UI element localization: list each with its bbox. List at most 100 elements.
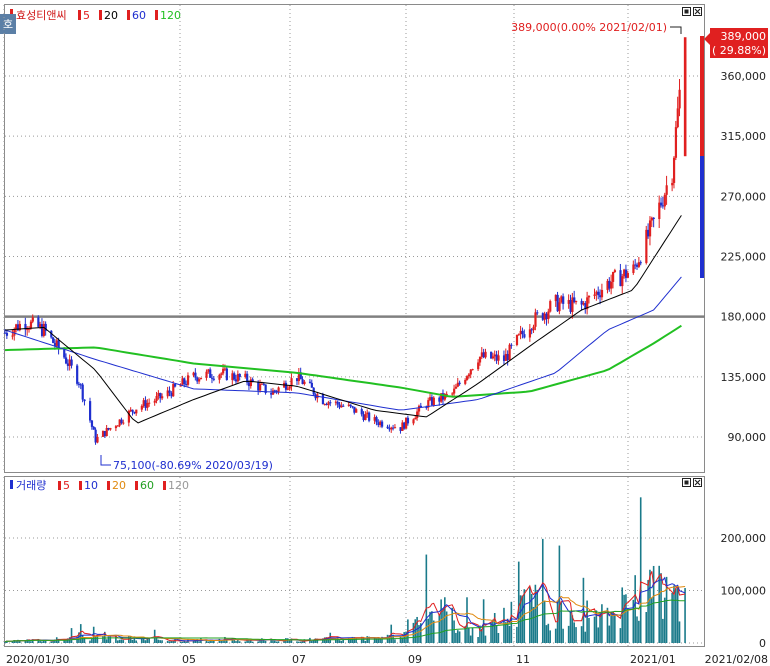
volume-bar <box>636 616 638 643</box>
volume-ma-10-line <box>4 576 686 643</box>
candle-body <box>81 384 84 400</box>
candle-body <box>652 217 655 220</box>
candle-body <box>44 323 47 331</box>
volume-bar <box>379 638 381 643</box>
volume-bar <box>399 636 402 643</box>
candle-body <box>284 382 288 390</box>
candle-body <box>96 436 99 443</box>
side-tab-label: 호 <box>3 18 13 31</box>
candle-body <box>639 262 642 264</box>
candle-body <box>619 270 622 287</box>
candle-body <box>64 357 68 364</box>
volume-bar <box>506 618 509 643</box>
candle-body <box>432 397 435 406</box>
volume-bar <box>394 639 396 643</box>
volume-bar <box>364 640 367 643</box>
candle-body <box>286 388 289 390</box>
volume-bar <box>662 618 664 643</box>
volume-bar <box>580 626 583 643</box>
volume-bar <box>516 626 518 643</box>
candle-body <box>66 363 70 366</box>
candle-body <box>665 185 668 195</box>
candle-body <box>133 411 136 414</box>
candle-body <box>31 317 34 322</box>
volume-bar <box>140 638 143 643</box>
vol-ma-legend-marker-icon <box>163 481 166 490</box>
volume-bar <box>567 625 570 643</box>
candle-body <box>260 383 264 385</box>
candle-body <box>340 405 343 408</box>
candle-body <box>406 417 410 424</box>
volume-bar <box>244 641 247 643</box>
volume-bar <box>649 569 651 643</box>
candle-body <box>441 393 445 400</box>
candle-body <box>24 323 27 330</box>
candle-body <box>364 414 367 421</box>
volume-bar <box>238 641 241 643</box>
volume-bar <box>455 632 457 643</box>
ma-legend-120: 120 <box>160 9 181 22</box>
candle-body <box>534 312 537 327</box>
volume-close-icon-cross <box>694 479 701 486</box>
candle-body <box>273 390 277 392</box>
candle-body <box>373 417 376 421</box>
volume-bar <box>166 640 169 643</box>
candle-body <box>218 374 221 380</box>
candle-body <box>405 417 408 429</box>
candle-body <box>109 428 112 430</box>
volume-bar <box>639 497 642 643</box>
volume-bar <box>107 636 110 643</box>
volume-y-axis: 200,000 100,000 0 <box>721 532 767 650</box>
volume-bar <box>444 597 446 643</box>
volume-bar <box>159 640 162 643</box>
candle-body <box>127 411 131 423</box>
candle-body <box>621 276 624 287</box>
volume-bar <box>272 640 274 643</box>
volume-bar <box>479 625 481 643</box>
candle-body <box>116 425 119 427</box>
candle-body <box>419 405 422 408</box>
candle-body <box>375 417 378 423</box>
volume-legend-marker-icon <box>10 480 13 489</box>
candle-body <box>606 280 609 290</box>
candle-body <box>77 383 81 385</box>
candle-body <box>477 362 480 370</box>
candle-body <box>42 323 46 336</box>
volume-bar <box>251 641 254 643</box>
candle-body <box>490 351 493 359</box>
candle-body <box>323 404 326 406</box>
volume-bar <box>482 599 485 643</box>
volume-bar <box>91 638 93 643</box>
volume-bar <box>632 599 635 643</box>
volume-bar <box>549 630 551 643</box>
volume-bar <box>523 589 526 643</box>
volume-bar <box>416 616 418 643</box>
price-panel-frame <box>4 4 705 473</box>
volume-bar <box>492 619 494 643</box>
candle-body <box>347 404 350 406</box>
volume-bar <box>495 625 498 643</box>
candle-body <box>593 294 596 297</box>
volume-bar <box>451 607 454 643</box>
candle-body <box>238 373 241 378</box>
volume-bar <box>220 640 223 643</box>
volume-bar <box>671 592 673 643</box>
volume-bar <box>597 627 600 643</box>
volume-bar <box>458 631 461 643</box>
candle-body <box>185 384 188 386</box>
candle-body <box>199 377 203 380</box>
candle-body <box>192 372 195 376</box>
candle-body <box>210 377 214 379</box>
candle-body <box>366 412 369 415</box>
candle-body <box>504 353 508 361</box>
volume-bar <box>373 637 376 643</box>
candle-body <box>554 294 557 302</box>
volume-bar <box>503 607 505 643</box>
vol-ma-legend-marker-icon <box>107 481 110 490</box>
candle-body <box>63 349 66 358</box>
candle-body <box>308 381 312 383</box>
price-tick-label: 180,000 <box>721 311 767 324</box>
volume-bar <box>625 594 627 643</box>
volume-bar <box>148 638 150 643</box>
